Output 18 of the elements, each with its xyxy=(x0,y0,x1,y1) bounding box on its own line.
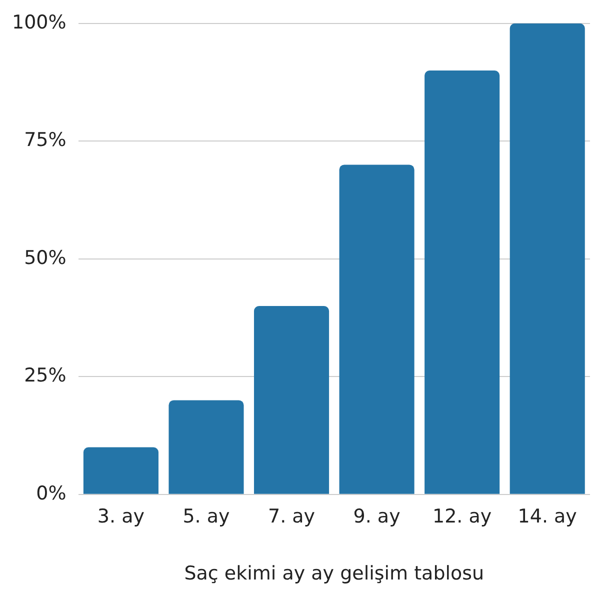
x-tick-label: 9. ay xyxy=(353,506,400,528)
x-tick-label: 14. ay xyxy=(518,506,577,528)
bar xyxy=(510,23,585,494)
y-tick-label: 50% xyxy=(24,246,66,269)
y-tick-label: 25% xyxy=(24,364,66,387)
y-tick-label: 75% xyxy=(24,129,66,152)
bar xyxy=(254,306,330,494)
bar xyxy=(339,164,414,494)
bar xyxy=(168,400,244,494)
bar xyxy=(83,447,158,494)
x-tick-label: 3. ay xyxy=(97,506,144,528)
y-tick-label: 100% xyxy=(12,11,66,34)
x-tick-label: 5. ay xyxy=(182,506,230,528)
x-axis-title: Saç ekimi ay ay gelişim tablosu xyxy=(184,562,484,585)
y-tick-label: 0% xyxy=(36,482,66,504)
bar xyxy=(424,70,500,494)
x-tick-label: 7. ay xyxy=(268,506,316,528)
x-tick-label: 12. ay xyxy=(432,506,492,528)
